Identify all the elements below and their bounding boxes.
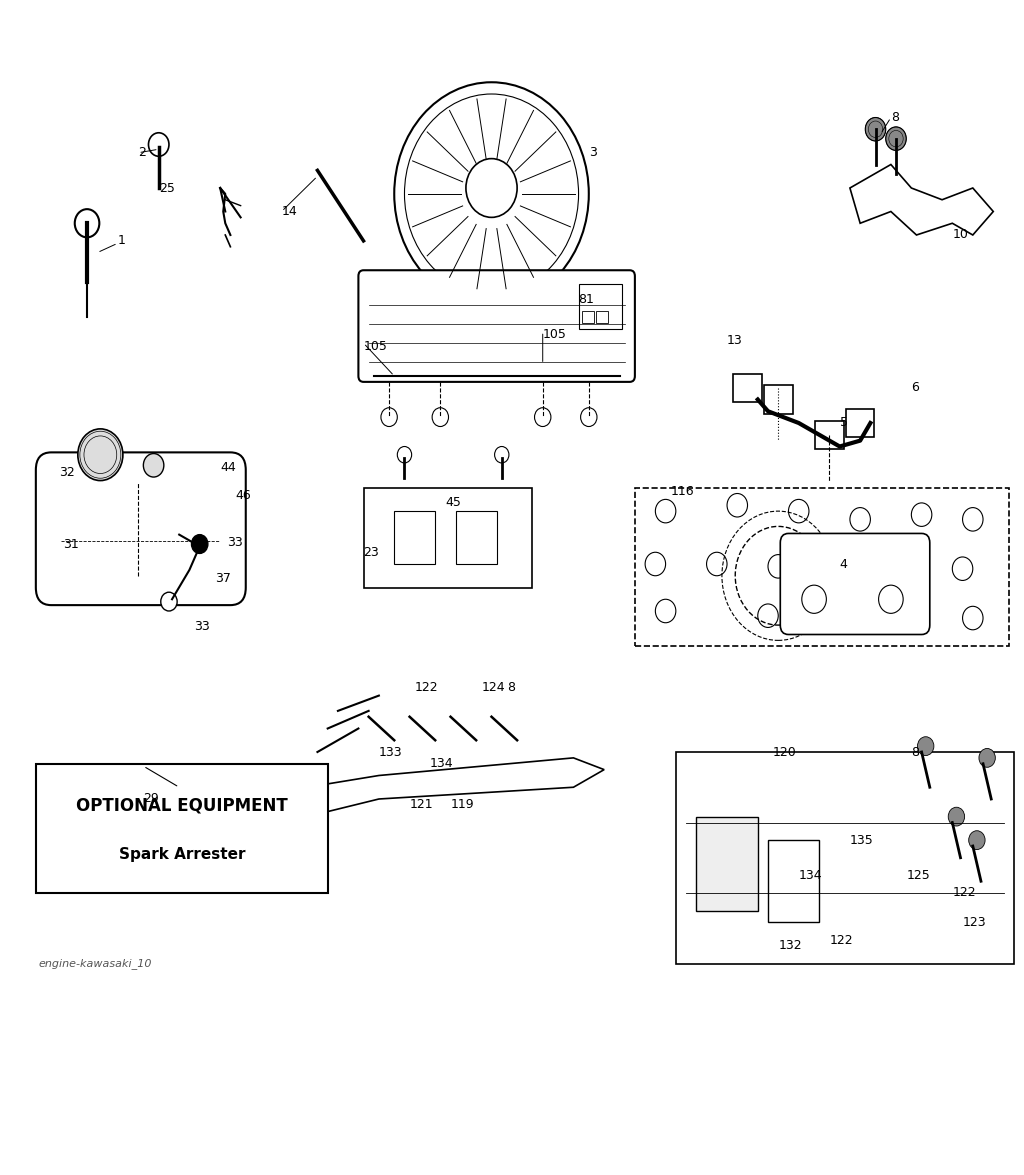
Text: OPTIONAL EQUIPMENT: OPTIONAL EQUIPMENT	[76, 797, 288, 814]
Text: 2: 2	[138, 146, 146, 160]
Text: 23: 23	[364, 545, 379, 559]
Bar	[815, 421, 844, 449]
Circle shape	[918, 737, 934, 756]
Circle shape	[865, 118, 886, 141]
Text: 5: 5	[840, 416, 848, 430]
Text: 81: 81	[579, 293, 595, 307]
Text: 105: 105	[543, 328, 566, 342]
Text: 6: 6	[911, 381, 920, 395]
Text: 14: 14	[282, 204, 297, 219]
Text: 122: 122	[415, 680, 438, 694]
Text: 8: 8	[891, 110, 899, 125]
Text: Spark Arrester: Spark Arrester	[119, 847, 245, 861]
FancyBboxPatch shape	[780, 533, 930, 635]
FancyBboxPatch shape	[36, 452, 246, 605]
Text: 1: 1	[118, 234, 126, 248]
Text: 37: 37	[215, 571, 231, 585]
Circle shape	[148, 133, 169, 156]
Text: 31: 31	[63, 537, 79, 551]
Text: 122: 122	[829, 933, 853, 947]
Bar	[676, 752, 1014, 963]
Text: 119: 119	[451, 798, 474, 812]
Text: 4: 4	[840, 557, 848, 571]
Circle shape	[948, 807, 965, 826]
Circle shape	[191, 535, 208, 553]
Circle shape	[466, 159, 517, 217]
Text: 33: 33	[195, 619, 210, 633]
Text: 8: 8	[507, 680, 515, 694]
Text: 120: 120	[773, 745, 797, 759]
Circle shape	[75, 209, 99, 237]
Bar	[582, 311, 594, 323]
Circle shape	[969, 831, 985, 850]
Text: 123: 123	[963, 915, 986, 929]
Text: 45: 45	[445, 496, 462, 510]
Circle shape	[143, 454, 164, 477]
Circle shape	[161, 592, 177, 611]
Text: engine-kawasaki_10: engine-kawasaki_10	[39, 958, 153, 969]
Text: 105: 105	[364, 340, 387, 354]
Polygon shape	[307, 758, 604, 817]
Polygon shape	[850, 165, 993, 235]
Text: 135: 135	[850, 833, 873, 847]
Text: 134: 134	[799, 868, 822, 882]
Bar	[764, 385, 793, 414]
Text: 3: 3	[589, 146, 597, 160]
Text: 33: 33	[227, 536, 243, 550]
Bar	[36, 764, 328, 893]
Text: 13: 13	[727, 334, 742, 348]
Text: 132: 132	[778, 939, 802, 953]
Bar	[696, 817, 758, 911]
Text: 10: 10	[952, 228, 969, 242]
Text: 122: 122	[952, 886, 976, 900]
Text: 134: 134	[430, 757, 454, 771]
Text: 25: 25	[159, 181, 175, 195]
Bar	[768, 840, 819, 922]
Bar	[364, 488, 532, 588]
Bar	[733, 374, 762, 402]
Text: 29: 29	[143, 792, 159, 806]
Bar	[635, 488, 1009, 646]
Circle shape	[78, 429, 123, 481]
Text: 133: 133	[379, 745, 402, 759]
Bar	[579, 284, 622, 329]
Text: 46: 46	[236, 489, 251, 503]
Bar	[456, 511, 497, 564]
Text: 121: 121	[410, 798, 433, 812]
Circle shape	[886, 127, 906, 150]
Bar	[394, 511, 435, 564]
Text: 124: 124	[481, 680, 505, 694]
FancyBboxPatch shape	[358, 270, 635, 382]
Text: 44: 44	[220, 461, 236, 475]
Text: 116: 116	[671, 484, 694, 498]
Text: 125: 125	[906, 868, 930, 882]
Bar	[596, 311, 608, 323]
Bar	[846, 409, 874, 437]
Text: 8: 8	[911, 745, 920, 759]
Text: 32: 32	[59, 465, 75, 479]
Circle shape	[979, 748, 995, 767]
